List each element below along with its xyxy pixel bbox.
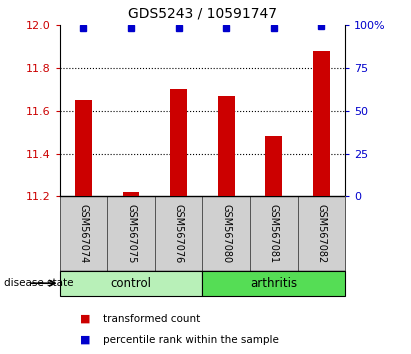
Text: GSM567074: GSM567074: [79, 204, 88, 263]
Text: transformed count: transformed count: [103, 314, 200, 324]
Text: disease state: disease state: [4, 278, 74, 288]
Bar: [122, 192, 139, 196]
Bar: [250, 196, 298, 271]
Text: percentile rank within the sample: percentile rank within the sample: [103, 335, 279, 345]
Bar: [298, 196, 345, 271]
Bar: [107, 196, 155, 271]
Title: GDS5243 / 10591747: GDS5243 / 10591747: [128, 7, 277, 21]
Bar: [60, 271, 202, 296]
Text: arthritis: arthritis: [250, 277, 298, 290]
Text: GSM567081: GSM567081: [269, 204, 279, 263]
Bar: [202, 271, 345, 296]
Bar: [218, 96, 235, 196]
Bar: [202, 196, 250, 271]
Bar: [170, 89, 187, 196]
Text: GSM567076: GSM567076: [173, 204, 184, 263]
Text: control: control: [111, 277, 152, 290]
Bar: [266, 136, 282, 196]
Text: GSM567080: GSM567080: [221, 204, 231, 263]
Bar: [75, 100, 92, 196]
Text: ■: ■: [80, 335, 91, 345]
Text: ■: ■: [80, 314, 91, 324]
Bar: [155, 196, 202, 271]
Text: GSM567075: GSM567075: [126, 204, 136, 263]
Bar: [60, 196, 107, 271]
Bar: [313, 51, 330, 196]
Text: GSM567082: GSM567082: [316, 204, 326, 263]
